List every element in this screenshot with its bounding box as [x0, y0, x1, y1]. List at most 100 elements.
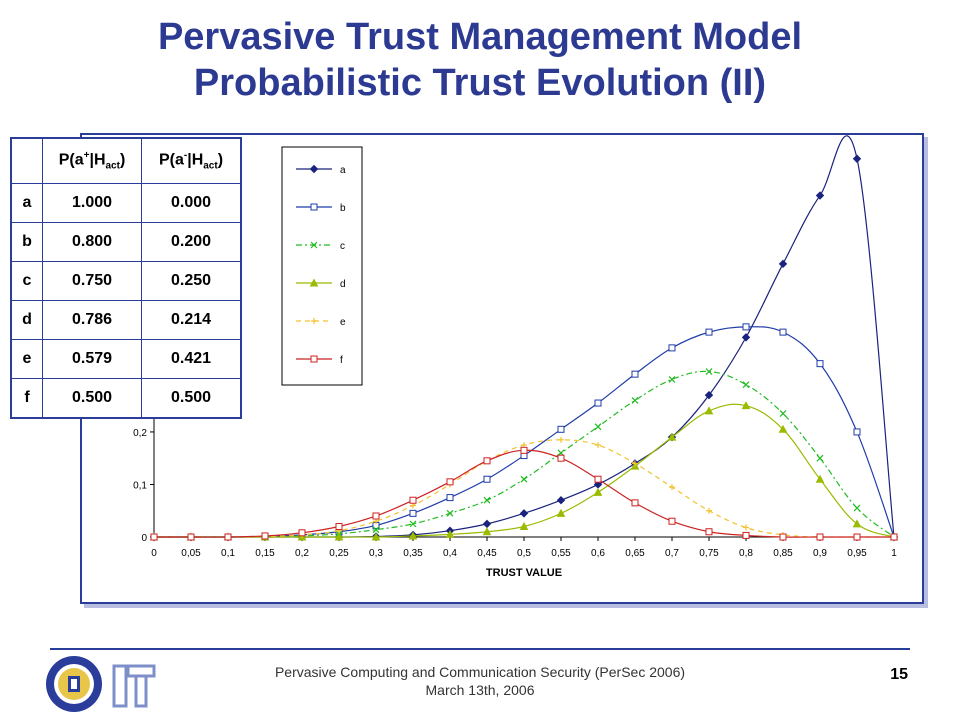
plus-value: 0.750 — [42, 261, 142, 301]
data-point-e — [632, 460, 638, 467]
data-point-f — [150, 533, 158, 541]
probability-table: P(a+|Hact) P(a-|Hact) a 1.000 0.000 b 0.… — [10, 137, 242, 419]
data-point-d — [852, 519, 862, 528]
data-point-c — [816, 454, 824, 462]
data-point-f — [853, 533, 861, 541]
data-point-f — [705, 528, 713, 536]
x-tick-label: 0 — [151, 548, 157, 559]
x-tick-label: 0,95 — [847, 548, 867, 559]
minus-value: 0.200 — [141, 222, 242, 262]
plus-value: 0.786 — [42, 300, 142, 340]
x-tick-label: 0,65 — [625, 548, 645, 559]
legend-marker-d — [309, 278, 319, 287]
data-point-d — [778, 424, 788, 433]
data-point-b — [446, 494, 454, 502]
data-point-c — [520, 475, 528, 483]
data-point-a — [704, 390, 714, 400]
table-row: f 0.500 0.500 — [10, 378, 242, 419]
x-tick-label: 0,5 — [517, 548, 531, 559]
x-tick-label: 0,75 — [699, 548, 719, 559]
footer-date: March 13th, 2006 — [425, 682, 535, 698]
minus-value: 0.421 — [141, 339, 242, 379]
data-point-c — [372, 526, 380, 534]
plus-value: 0.500 — [42, 378, 142, 419]
plus-value: 1.000 — [42, 183, 142, 223]
title-line-1: Pervasive Trust Management Model — [157, 16, 803, 58]
data-point-f — [446, 478, 454, 486]
data-point-c — [779, 410, 787, 417]
table-row: e 0.579 0.421 — [10, 339, 242, 379]
row-label: c — [10, 261, 43, 301]
plus-value: 0.579 — [42, 339, 142, 379]
data-point-e — [558, 436, 564, 443]
data-point-d — [482, 527, 492, 536]
minus-value: 0.500 — [141, 378, 242, 419]
data-point-b — [557, 425, 565, 433]
slide-title: Pervasive Trust Management Model Probabi… — [0, 14, 960, 106]
y-tick-label: 0,2 — [133, 428, 147, 439]
legend-box — [281, 146, 363, 386]
data-point-b — [816, 360, 824, 368]
row-label: d — [10, 300, 43, 340]
data-point-b — [853, 428, 861, 436]
data-point-b — [779, 328, 787, 336]
minus-value: 0.250 — [141, 261, 242, 301]
data-point-e — [669, 484, 675, 491]
table-row: d 0.786 0.214 — [10, 300, 242, 340]
data-point-f — [594, 475, 602, 483]
data-point-f — [520, 446, 528, 454]
data-point-b — [594, 399, 602, 407]
data-point-b — [631, 370, 639, 378]
data-point-d — [815, 474, 825, 483]
data-point-f — [224, 533, 232, 541]
x-tick-label: 0,05 — [181, 548, 201, 559]
data-point-f — [298, 529, 306, 537]
data-point-f — [779, 533, 787, 541]
row-label: b — [10, 222, 43, 262]
x-tick-label: 0,6 — [591, 548, 605, 559]
x-tick-label: 0,2 — [295, 548, 309, 559]
x-tick-label: 0,9 — [813, 548, 827, 559]
table-row: b 0.800 0.200 — [10, 222, 242, 262]
data-point-a — [519, 509, 529, 518]
data-point-d — [741, 401, 751, 410]
data-point-d — [371, 532, 381, 541]
table-header-corner — [10, 137, 43, 184]
legend-label-a: a — [340, 165, 346, 176]
x-tick-label: 0,4 — [443, 548, 457, 559]
legend-marker-c — [310, 241, 318, 249]
x-tick-label: 0,15 — [255, 548, 275, 559]
data-point-c — [631, 396, 639, 404]
legend-label-c: c — [340, 241, 345, 252]
title-line-2: Probabilistic Trust Evolution (II) — [193, 62, 767, 104]
data-point-b — [409, 509, 417, 517]
data-point-e — [595, 442, 601, 449]
data-point-c — [668, 375, 676, 383]
table-row: c 0.750 0.250 — [10, 261, 242, 301]
x-tick-label: 0,7 — [665, 548, 679, 559]
legend-marker-a — [309, 164, 319, 174]
data-point-d — [704, 406, 714, 415]
table-row: a 1.000 0.000 — [10, 183, 242, 223]
data-point-f — [261, 532, 269, 540]
data-point-f — [668, 517, 676, 525]
row-label: a — [10, 183, 43, 223]
legend-marker-b — [310, 203, 318, 211]
data-point-a — [482, 519, 492, 529]
trust-evolution-chart: 0 0,05 0,1 0,15 0,2 0,25 0,3 0,35 0,4 0,45 0,5 0,55… — [133, 135, 899, 579]
data-point-b — [668, 344, 676, 352]
data-point-a — [556, 496, 566, 505]
data-point-c — [446, 509, 454, 517]
x-tick-label: 0,3 — [369, 548, 383, 559]
y-tick-label: 0,1 — [133, 480, 147, 491]
legend-label-b: b — [340, 203, 346, 214]
data-point-f — [890, 533, 898, 541]
data-point-b — [742, 323, 750, 331]
y-tick-label: 0 — [141, 533, 147, 544]
data-point-c — [409, 520, 417, 528]
table-header-plus: P(a+|Hact) — [42, 137, 142, 184]
university-seal-logo — [46, 656, 102, 712]
data-point-c — [594, 423, 602, 431]
row-label: f — [10, 378, 43, 419]
data-point-f — [483, 457, 491, 465]
